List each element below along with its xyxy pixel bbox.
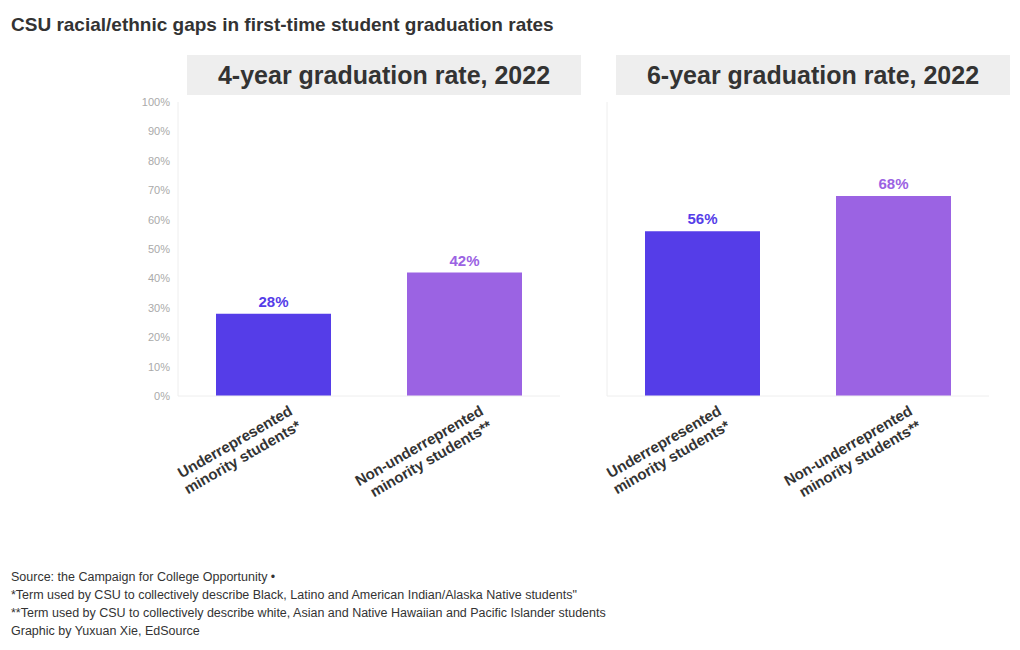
svg-text:20%: 20% — [148, 331, 170, 343]
svg-text:42%: 42% — [449, 252, 479, 269]
svg-text:Non-underreprentedminority stu: Non-underreprentedminority students** — [781, 402, 924, 504]
svg-text:68%: 68% — [878, 175, 908, 192]
svg-text:60%: 60% — [148, 214, 170, 226]
html-text:4-year graduation rate, 2022: 4-year graduation rate, 2022 — [218, 60, 550, 89]
svg-text:70%: 70% — [148, 184, 170, 196]
html-text:Graphic by Yuxuan Xie, EdSourc: Graphic by Yuxuan Xie, EdSource — [11, 624, 200, 638]
svg-text:100%: 100% — [142, 96, 170, 108]
svg-text:56%: 56% — [687, 210, 717, 227]
html-text:*Term used by CSU to collectiv: *Term used by CSU to collectively descri… — [11, 588, 577, 602]
html-text:Source: the Campaign for Colle: Source: the Campaign for College Opportu… — [11, 570, 276, 584]
svg-text:Underrepresentedminority stude: Underrepresentedminority students* — [172, 402, 303, 497]
svg-text:10%: 10% — [148, 361, 170, 373]
svg-text:28%: 28% — [258, 293, 288, 310]
svg-text:30%: 30% — [148, 302, 170, 314]
svg-text:80%: 80% — [148, 155, 170, 167]
svg-text:90%: 90% — [148, 125, 170, 137]
html-text:**Term used by CSU to collecti: **Term used by CSU to collectively descr… — [11, 606, 606, 620]
svg-text:40%: 40% — [148, 272, 170, 284]
html-text:CSU racial/ethnic gaps in firs: CSU racial/ethnic gaps in first-time stu… — [11, 14, 554, 35]
svg-text:50%: 50% — [148, 243, 170, 255]
html-text:6-year graduation rate, 2022: 6-year graduation rate, 2022 — [647, 60, 979, 89]
svg-text:Non-underreprentedminority stu: Non-underreprentedminority students** — [352, 402, 495, 504]
svg-text:0%: 0% — [154, 390, 170, 402]
svg-text:Underrepresentedminority stude: Underrepresentedminority students* — [601, 402, 732, 497]
